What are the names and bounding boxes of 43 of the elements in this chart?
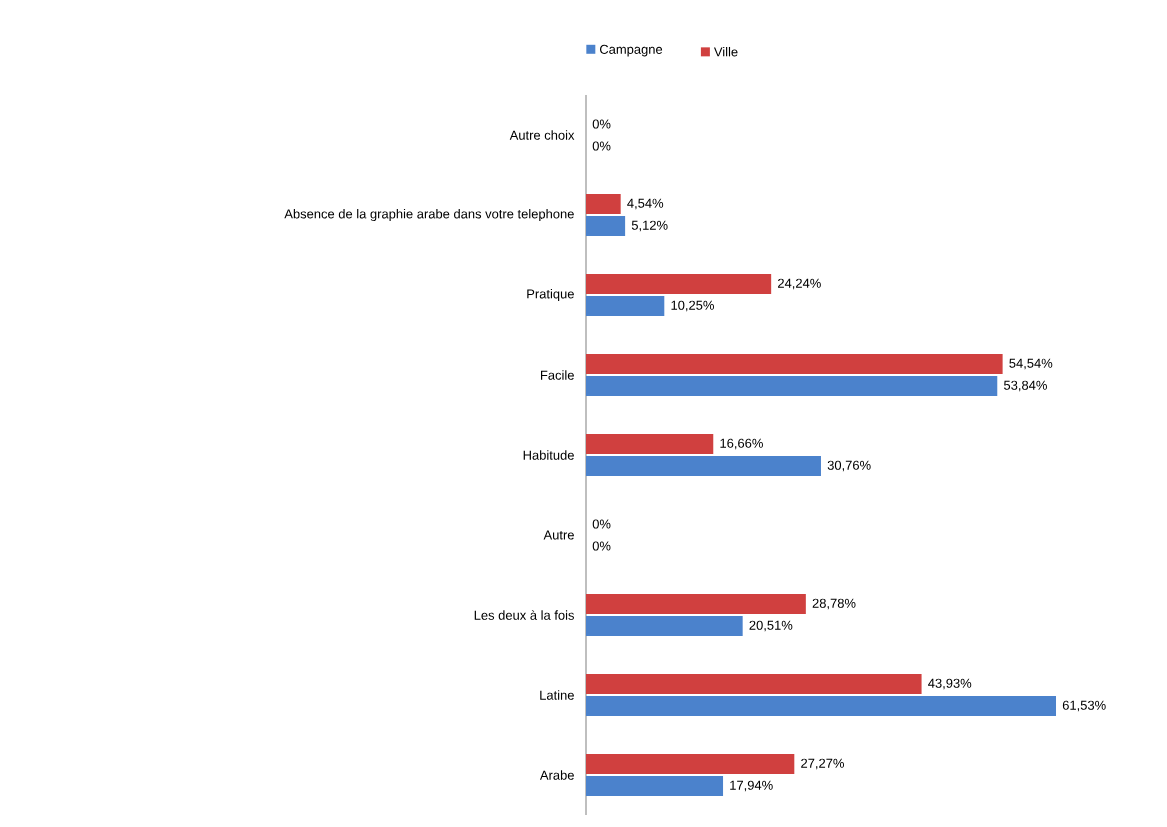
y-tick-label: Latine	[540, 690, 574, 700]
bar	[586, 274, 772, 294]
bar	[586, 696, 1057, 716]
bar	[586, 194, 621, 214]
y-tick-label: Pratique	[527, 288, 574, 302]
y-tick-label: Autre choix	[509, 130, 575, 140]
bar	[586, 674, 922, 694]
y-tick-label: Habitude	[523, 450, 574, 460]
data-label: 0%	[592, 141, 611, 151]
data-label: 61,53%	[1062, 700, 1106, 712]
data-label: 43,93%	[928, 678, 972, 690]
data-label: 5,12%	[631, 220, 668, 232]
data-label: 28,78%	[812, 598, 856, 610]
bar	[586, 375, 998, 396]
y-tick-label: Arabe	[539, 770, 574, 780]
data-label: 30,76%	[827, 460, 871, 472]
data-label: 10,25%	[671, 300, 714, 312]
data-label: 54,54%	[1009, 358, 1053, 370]
bar	[586, 215, 626, 236]
bar	[586, 354, 1003, 374]
bar	[586, 434, 714, 454]
data-label: 0%	[592, 519, 611, 529]
legend-label: Ville	[713, 46, 738, 57]
y-tick-label: Absence de la graphie arabe dans votre telephone	[284, 208, 574, 222]
data-label: 17,94%	[730, 780, 773, 792]
data-label: 0%	[592, 541, 611, 551]
y-tick-label: Autre	[543, 530, 574, 540]
data-label: 16,66%	[720, 438, 763, 450]
data-label: 24,24%	[778, 278, 821, 290]
data-label: 4,54%	[627, 198, 664, 210]
bar	[586, 594, 806, 614]
bar	[586, 754, 795, 774]
data-label: 27,27%	[801, 758, 844, 770]
data-label: 20,51%	[749, 620, 793, 632]
bar	[586, 456, 821, 476]
bar	[586, 616, 743, 636]
data-label: 0%	[592, 119, 611, 129]
data-label: 53,84%	[1003, 380, 1047, 392]
legend-label: Campagne	[599, 44, 663, 57]
y-tick-label: Facile	[541, 370, 574, 380]
y-tick-label: Les deux à la fois	[474, 610, 574, 620]
bar	[586, 295, 665, 316]
bar	[586, 776, 724, 796]
